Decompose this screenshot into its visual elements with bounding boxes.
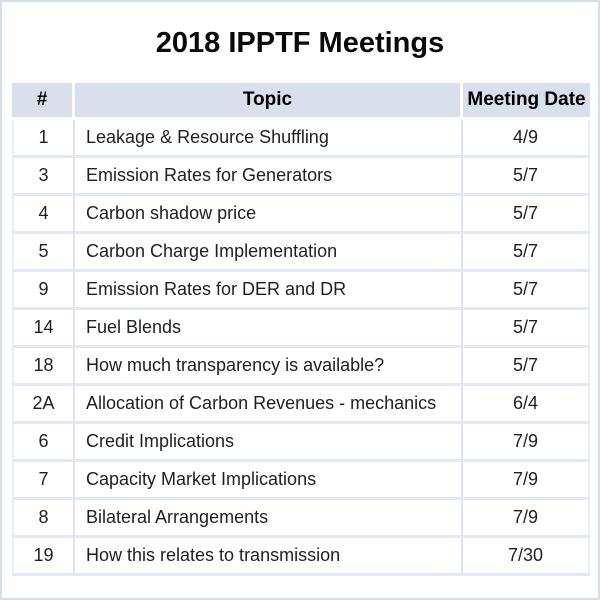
topic-cell: Carbon shadow price <box>75 196 463 234</box>
column-header-meeting-date: Meeting Date <box>463 83 590 120</box>
table-row: 5 Carbon Charge Implementation 5/7 <box>12 234 590 272</box>
topic-cell: How this relates to transmission <box>75 538 463 576</box>
row-number-cell: 2A <box>12 386 75 424</box>
topic-cell: Carbon Charge Implementation <box>75 234 463 272</box>
table-row: 3 Emission Rates for Generators 5/7 <box>12 158 590 196</box>
topic-cell: How much transparency is available? <box>75 348 463 386</box>
topic-cell: Allocation of Carbon Revenues - mechanic… <box>75 386 463 424</box>
topic-cell: Emission Rates for Generators <box>75 158 463 196</box>
meeting-date-cell: 7/30 <box>463 538 590 576</box>
meeting-date-cell: 5/7 <box>463 272 590 310</box>
column-header-topic: Topic <box>75 83 463 120</box>
table-row: 4 Carbon shadow price 5/7 <box>12 196 590 234</box>
topic-cell: Bilateral Arrangements <box>75 500 463 538</box>
row-number-cell: 5 <box>12 234 75 272</box>
table-row: 2A Allocation of Carbon Revenues - mecha… <box>12 386 590 424</box>
table-row: 14 Fuel Blends 5/7 <box>12 310 590 348</box>
topic-cell: Leakage & Resource Shuffling <box>75 120 463 158</box>
table-row: 7 Capacity Market Implications 7/9 <box>12 462 590 500</box>
meeting-date-cell: 7/9 <box>463 500 590 538</box>
row-number-cell: 1 <box>12 120 75 158</box>
meeting-date-cell: 5/7 <box>463 196 590 234</box>
row-number-cell: 8 <box>12 500 75 538</box>
topic-cell: Emission Rates for DER and DR <box>75 272 463 310</box>
meeting-date-cell: 6/4 <box>463 386 590 424</box>
row-number-cell: 9 <box>12 272 75 310</box>
table-row: 9 Emission Rates for DER and DR 5/7 <box>12 272 590 310</box>
topic-cell: Capacity Market Implications <box>75 462 463 500</box>
row-number-cell: 7 <box>12 462 75 500</box>
row-number-cell: 4 <box>12 196 75 234</box>
meeting-date-cell: 5/7 <box>463 234 590 272</box>
meeting-date-cell: 5/7 <box>463 310 590 348</box>
meeting-date-cell: 7/9 <box>463 462 590 500</box>
column-header-number: # <box>12 83 75 120</box>
topic-cell: Fuel Blends <box>75 310 463 348</box>
meeting-date-cell: 5/7 <box>463 348 590 386</box>
table-header-row: # Topic Meeting Date <box>12 83 590 120</box>
row-number-cell: 19 <box>12 538 75 576</box>
table-row: 6 Credit Implications 7/9 <box>12 424 590 462</box>
row-number-cell: 14 <box>12 310 75 348</box>
table-row: 18 How much transparency is available? 5… <box>12 348 590 386</box>
meeting-date-cell: 4/9 <box>463 120 590 158</box>
table-row: 19 How this relates to transmission 7/30 <box>12 538 590 576</box>
meetings-table: # Topic Meeting Date 1 Leakage & Resourc… <box>12 83 590 576</box>
meeting-date-cell: 5/7 <box>463 158 590 196</box>
table-row: 1 Leakage & Resource Shuffling 4/9 <box>12 120 590 158</box>
page-title: 2018 IPPTF Meetings <box>155 27 445 59</box>
row-number-cell: 18 <box>12 348 75 386</box>
table-row: 8 Bilateral Arrangements 7/9 <box>12 500 590 538</box>
row-number-cell: 3 <box>12 158 75 196</box>
meeting-date-cell: 7/9 <box>463 424 590 462</box>
row-number-cell: 6 <box>12 424 75 462</box>
topic-cell: Credit Implications <box>75 424 463 462</box>
